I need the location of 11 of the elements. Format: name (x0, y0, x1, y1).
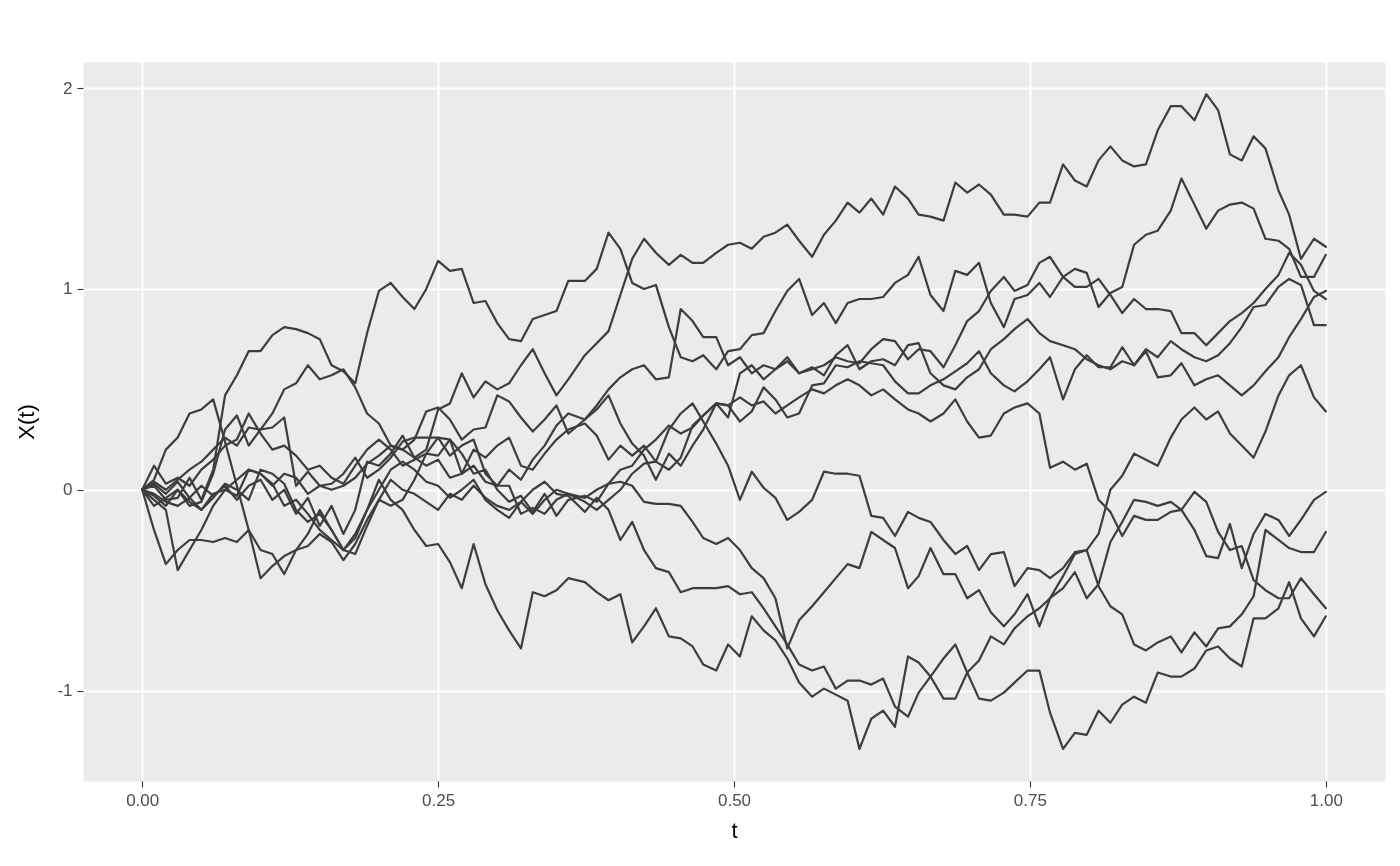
y-tick-label: -1 (57, 681, 73, 701)
x-tick-label: 0.50 (717, 790, 752, 810)
x-axis-title: t (731, 817, 738, 843)
x-tick-label: 0.25 (422, 790, 456, 810)
x-tick-label: 0.00 (126, 790, 160, 810)
x-tick-label: 1.00 (1309, 790, 1343, 810)
y-tick-label: 1 (63, 279, 73, 299)
y-tick-label: 2 (63, 78, 73, 98)
x-tick-label: 0.75 (1013, 790, 1047, 810)
y-axis-title: X(t) (14, 404, 40, 440)
y-tick-label: 0 (63, 480, 73, 500)
